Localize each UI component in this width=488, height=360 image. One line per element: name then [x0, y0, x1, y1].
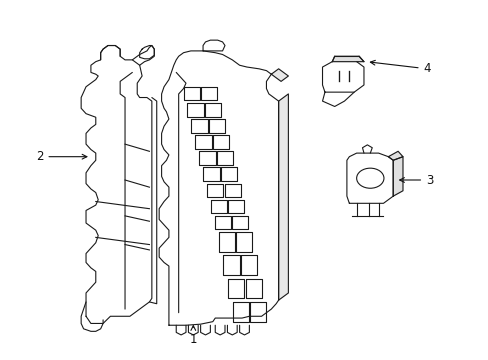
Polygon shape [220, 167, 236, 181]
Polygon shape [232, 302, 249, 321]
Polygon shape [81, 302, 103, 331]
Polygon shape [322, 92, 353, 107]
Text: 1: 1 [189, 326, 197, 346]
Polygon shape [203, 40, 224, 51]
Polygon shape [81, 45, 152, 323]
Polygon shape [236, 232, 252, 252]
Polygon shape [208, 119, 224, 133]
Polygon shape [204, 103, 221, 117]
Polygon shape [331, 56, 363, 62]
Text: 3: 3 [399, 174, 432, 186]
Polygon shape [201, 87, 217, 100]
Polygon shape [245, 279, 261, 298]
Polygon shape [199, 151, 215, 165]
Polygon shape [227, 279, 244, 298]
Polygon shape [210, 200, 227, 213]
Polygon shape [387, 151, 402, 160]
Polygon shape [203, 167, 219, 181]
Polygon shape [218, 232, 235, 252]
Text: 2: 2 [36, 150, 87, 163]
Polygon shape [392, 157, 402, 196]
Polygon shape [132, 45, 154, 65]
Polygon shape [195, 135, 211, 149]
Polygon shape [212, 135, 228, 149]
Polygon shape [232, 216, 248, 229]
Polygon shape [322, 62, 363, 92]
Polygon shape [159, 51, 278, 325]
Polygon shape [228, 200, 244, 213]
Polygon shape [140, 45, 154, 59]
Polygon shape [191, 119, 207, 133]
Polygon shape [271, 69, 288, 81]
Polygon shape [187, 103, 203, 117]
Polygon shape [346, 153, 392, 203]
Polygon shape [216, 151, 232, 165]
Polygon shape [278, 94, 288, 300]
Circle shape [356, 168, 383, 188]
Text: 4: 4 [369, 60, 430, 75]
Polygon shape [183, 87, 200, 100]
Polygon shape [223, 255, 239, 275]
Polygon shape [224, 184, 240, 197]
Polygon shape [214, 216, 231, 229]
Polygon shape [241, 255, 257, 275]
Polygon shape [206, 184, 223, 197]
Polygon shape [250, 302, 266, 321]
